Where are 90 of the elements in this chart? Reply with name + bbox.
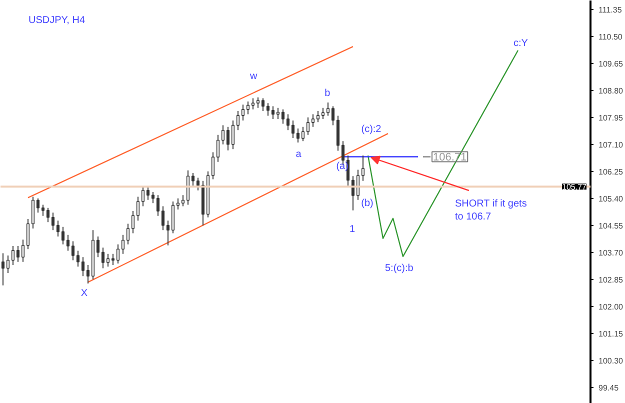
candlestick xyxy=(286,114,290,131)
candlestick xyxy=(196,177,200,191)
y-tick-label: 110.50 xyxy=(598,32,623,42)
candlestick xyxy=(211,152,215,180)
candlestick xyxy=(156,194,160,216)
candlestick xyxy=(311,114,315,128)
candlestick xyxy=(16,245,20,262)
y-tick-label: 106.25 xyxy=(598,167,624,176)
candlestick xyxy=(356,169,360,200)
candlestick xyxy=(276,107,280,120)
candlestick xyxy=(226,126,230,151)
candlestick xyxy=(51,212,55,231)
y-tick-label: 100.30 xyxy=(598,356,624,366)
candlestick xyxy=(21,239,25,262)
annotation: 1 xyxy=(350,224,356,235)
candlestick xyxy=(66,234,70,252)
candlestick xyxy=(266,102,270,116)
candlestick xyxy=(161,206,165,231)
annotation: SHORT if it gets to 106.7 xyxy=(454,198,527,223)
candlestick xyxy=(121,234,125,254)
candlestick xyxy=(141,186,145,207)
candlestick xyxy=(41,204,45,216)
candlestick xyxy=(61,226,65,245)
candlestick xyxy=(126,223,130,245)
y-tick-label: 107.95 xyxy=(598,113,624,122)
candlestick xyxy=(6,255,10,274)
candlestick xyxy=(241,104,245,122)
candlestick xyxy=(36,198,40,214)
candlestick xyxy=(251,98,255,110)
candlestick xyxy=(176,198,180,210)
y-tick-label: 111.35 xyxy=(598,5,622,14)
candlestick xyxy=(331,106,335,126)
candlestick xyxy=(216,134,220,162)
candlestick xyxy=(191,172,195,186)
candlestick xyxy=(106,253,110,268)
y-tick-label: 99.45 xyxy=(598,383,620,392)
y-tick-label: 101.15 xyxy=(598,329,624,338)
y-tick-label: 102.00 xyxy=(598,302,624,312)
y-tick-label: 104.55 xyxy=(598,221,624,230)
candlestick xyxy=(76,250,80,268)
candlestick xyxy=(11,245,15,266)
candlestick xyxy=(56,220,60,237)
candlestick xyxy=(131,210,135,234)
candlestick xyxy=(301,126,305,142)
candlestick xyxy=(151,191,155,204)
candlestick xyxy=(26,218,30,250)
ref-line-label: 105.77 xyxy=(562,182,588,192)
candlestick xyxy=(166,220,170,246)
annotation: (b) xyxy=(361,198,374,209)
candlestick xyxy=(326,102,330,116)
y-tick-label: 107.10 xyxy=(598,140,624,150)
candlestick xyxy=(96,236,100,258)
candlestick xyxy=(221,124,225,145)
candlestick xyxy=(261,98,265,112)
annotation: X xyxy=(80,288,88,299)
text: USDJPY, H4 xyxy=(28,15,86,26)
candlestick xyxy=(116,244,120,264)
candlestick xyxy=(46,207,50,223)
annotation: w xyxy=(249,71,258,82)
y-tick-label: 102.85 xyxy=(598,275,624,284)
y-tick-label: 103.70 xyxy=(598,248,624,258)
candlestick xyxy=(296,128,300,143)
candlestick xyxy=(71,240,75,261)
candlestick xyxy=(31,196,35,230)
annotation: b xyxy=(324,88,331,99)
candlestick xyxy=(236,110,240,131)
candlestick xyxy=(86,264,90,284)
y-tick-label: 105.40 xyxy=(598,194,624,204)
candlestick xyxy=(246,100,250,115)
candlestick xyxy=(306,116,310,136)
y-tick-label: 108.80 xyxy=(598,86,624,96)
candlestick xyxy=(231,120,235,150)
candlestick xyxy=(321,107,325,120)
candlestick xyxy=(181,194,185,207)
y-tick-label: 109.65 xyxy=(598,59,624,68)
candlestick xyxy=(256,96,260,108)
candlestick xyxy=(291,120,295,139)
candlestick xyxy=(146,186,150,200)
candlestick xyxy=(316,110,320,123)
candlestick xyxy=(136,196,140,222)
candlestick xyxy=(101,247,105,269)
annotation: 5:(c):b xyxy=(384,263,414,274)
annotation: a xyxy=(296,149,302,160)
candlestick xyxy=(271,106,275,120)
candlestick xyxy=(1,252,5,286)
candlestick xyxy=(361,154,365,182)
annotation: (c):2 xyxy=(361,124,382,135)
candlestick xyxy=(81,256,85,277)
candlestick xyxy=(281,108,285,124)
annotation: c:Y xyxy=(514,38,528,49)
